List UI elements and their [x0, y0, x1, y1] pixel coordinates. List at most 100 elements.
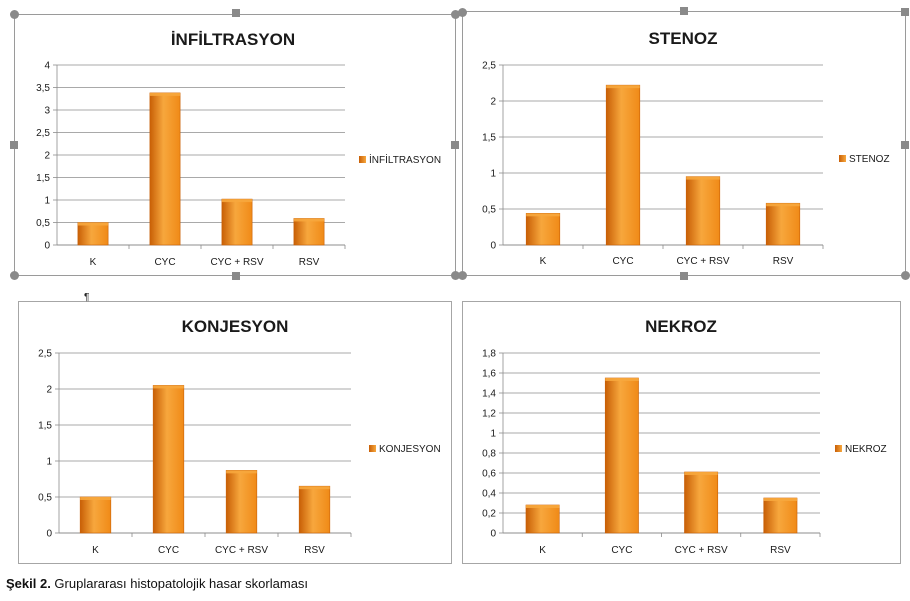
x-tick-label: K: [90, 257, 97, 268]
resize-handle-top[interactable]: [680, 7, 688, 15]
y-tick-label: 2,5: [482, 61, 496, 72]
y-tick-label: 0: [490, 241, 496, 252]
resize-handle-left[interactable]: [10, 141, 18, 149]
x-tick-label: K: [539, 545, 546, 556]
bar-cap: [221, 199, 253, 203]
x-tick-label: CYC + RSV: [676, 256, 729, 267]
y-tick-label: 0: [44, 241, 50, 252]
chart-panel-infiltrasyon[interactable]: İNFİLTRASYON 0 0,5 1 1,5 2 2,5 3 3,5 4 K CYC CYC + R…: [14, 14, 456, 276]
y-tick-label: 1,4: [482, 389, 496, 400]
chart-panel-konjesyon[interactable]: KONJESYON 0 0,5 1 1,5 2 2,5 K CYC CYC + RSV RSV KON…: [18, 301, 452, 564]
bar-cap: [763, 498, 798, 501]
y-tick-label: 1,5: [36, 173, 50, 184]
bar-cap: [77, 222, 109, 226]
chart-panel-nekroz[interactable]: NEKROZ 0 0,2 0,4 0,6 0,8 1 1,2 1,4 1,6 1,8 K CYC CYC …: [462, 301, 901, 564]
chart-title: STENOZ: [649, 29, 718, 48]
y-tick-label: 0: [490, 529, 496, 540]
y-tick-label: 1: [44, 196, 50, 207]
chart-title: KONJESYON: [182, 317, 289, 336]
y-tick-label: 0,8: [482, 449, 496, 460]
x-tick-label: CYC: [154, 257, 175, 268]
bar: [149, 92, 181, 246]
y-tick-label: 1: [490, 169, 496, 180]
bar-cap: [149, 92, 181, 96]
resize-handle-top[interactable]: [232, 9, 240, 17]
resize-handle-right[interactable]: [901, 8, 909, 16]
bar: [685, 176, 721, 246]
y-tick-label: 3,5: [36, 83, 50, 94]
x-tick-label: CYC: [158, 545, 179, 556]
x-tick-label: RSV: [304, 545, 325, 556]
resize-handle-corner[interactable]: [10, 10, 19, 19]
y-tick-label: 1,8: [482, 349, 496, 360]
bar: [684, 471, 719, 534]
y-tick-label: 4: [44, 61, 50, 72]
y-tick-label: 0,5: [36, 218, 50, 229]
bar-cap: [525, 505, 560, 508]
x-tick-label: RSV: [773, 256, 794, 267]
paragraph-mark-icon: ¶: [84, 292, 90, 303]
x-tick-label: CYC + RSV: [210, 257, 263, 268]
chart-title: İNFİLTRASYON: [171, 30, 295, 49]
chart-stenoz: STENOZ 0 0,5 1 1,5 2 2,5 K CYC CYC + RSV RSV STENOZ: [482, 29, 890, 267]
resize-handle-corner[interactable]: [458, 8, 467, 17]
legend-swatch: [839, 155, 846, 162]
legend-label: STENOZ: [849, 154, 890, 165]
y-tick-label: 1,6: [482, 369, 496, 380]
bar-cap: [153, 385, 184, 389]
y-tick-label: 3: [44, 106, 50, 117]
bar: [525, 504, 560, 534]
resize-handle-right[interactable]: [901, 141, 909, 149]
resize-handle-corner[interactable]: [10, 271, 19, 280]
chart-title: NEKROZ: [645, 317, 717, 336]
resize-handle-left[interactable]: [451, 141, 459, 149]
x-tick-label: RSV: [770, 545, 791, 556]
chart-panel-stenoz[interactable]: STENOZ 0 0,5 1 1,5 2 2,5 K CYC CYC + RSV RSV STENOZ: [462, 11, 906, 276]
bar: [221, 198, 253, 246]
chart-nekroz: NEKROZ 0 0,2 0,4 0,6 0,8 1 1,2 1,4 1,6 1,8 K CYC CYC …: [482, 317, 887, 556]
x-tick-label: CYC: [611, 545, 632, 556]
y-tick-label: 1,2: [482, 409, 496, 420]
bar: [763, 497, 798, 534]
legend-label: KONJESYON: [379, 444, 441, 455]
bar: [77, 222, 109, 246]
resize-handle-corner[interactable]: [451, 271, 460, 280]
bar: [604, 377, 639, 534]
bar: [605, 84, 641, 246]
y-tick-label: 0,5: [38, 493, 52, 504]
y-tick-label: 2: [44, 151, 50, 162]
x-tick-label: CYC + RSV: [215, 545, 268, 556]
x-tick-label: K: [540, 256, 547, 267]
bar-cap: [293, 218, 325, 222]
y-tick-label: 0,6: [482, 469, 496, 480]
caption-label: Şekil 2.: [6, 576, 51, 591]
bar: [525, 213, 561, 246]
y-tick-label: 0,5: [482, 205, 496, 216]
bar: [79, 496, 112, 534]
bar-cap: [299, 486, 330, 490]
bar-cap: [686, 176, 720, 180]
resize-handle-corner[interactable]: [458, 271, 467, 280]
resize-handle-corner[interactable]: [451, 10, 460, 19]
resize-handle-bottom[interactable]: [680, 272, 688, 280]
y-tick-label: 1: [46, 457, 52, 468]
x-tick-label: CYC + RSV: [675, 545, 728, 556]
bar: [152, 385, 185, 534]
resize-handle-corner[interactable]: [901, 271, 910, 280]
bar-cap: [80, 497, 111, 500]
bar: [298, 485, 331, 534]
y-tick-label: 2,5: [38, 349, 52, 360]
bar-cap: [226, 470, 257, 474]
x-tick-label: RSV: [299, 257, 320, 268]
y-tick-label: 0,2: [482, 509, 496, 520]
bar-cap: [766, 203, 800, 207]
bar: [293, 218, 325, 246]
bar-cap: [605, 378, 639, 381]
figure-caption: Şekil 2. Gruplararası histopatolojik has…: [6, 576, 308, 591]
y-tick-label: 0: [46, 529, 52, 540]
resize-handle-bottom[interactable]: [232, 272, 240, 280]
legend-label: NEKROZ: [845, 444, 887, 455]
bar-cap: [606, 85, 640, 89]
y-tick-label: 2: [46, 385, 52, 396]
x-tick-label: CYC: [612, 256, 633, 267]
